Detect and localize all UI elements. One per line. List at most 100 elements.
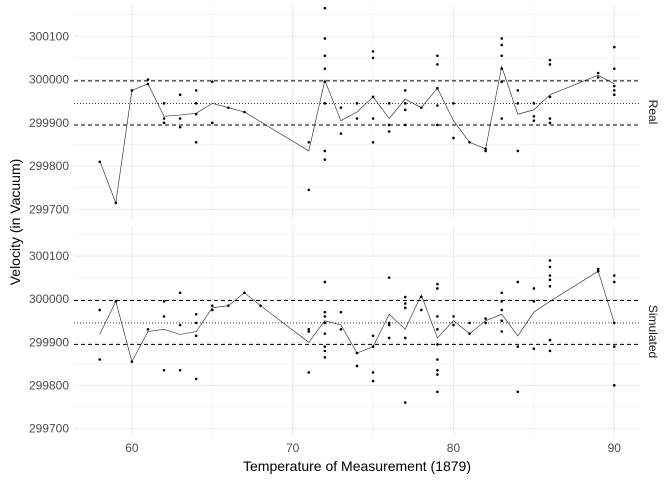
data-point [468,332,471,335]
data-point [468,140,471,144]
data-point [500,330,504,333]
data-point [323,6,327,10]
data-point [532,119,536,122]
series-line-simulated [99,270,615,363]
data-point [307,328,311,331]
data-point [194,89,198,92]
data-point [612,345,616,348]
data-point [403,123,407,127]
panel-simulated: 299700 299800 299900 300000 300100 Simulated [29,226,660,437]
data-point [339,106,343,109]
data-point [403,108,407,112]
data-point [596,269,600,273]
data-point [371,140,375,144]
data-point [403,102,407,105]
data-point [371,95,375,99]
data-point [114,300,118,303]
data-point [307,371,311,374]
data-point [387,336,391,340]
data-point [468,321,471,325]
data-point [387,123,391,127]
data-point [403,302,407,305]
data-point [436,287,439,290]
y-tick-label: 299800 [29,378,69,392]
x-axis-ticks: 60 70 80 90 [125,441,621,455]
data-point [516,89,520,92]
data-point [548,63,552,66]
data-point [484,317,487,320]
data-point [194,312,198,316]
data-point [403,306,407,310]
y-tick-label: 300100 [29,29,69,43]
x-tick-label: 90 [608,441,622,455]
data-point [162,300,166,303]
data-point [210,308,214,312]
data-point [612,384,616,387]
data-point [436,343,439,346]
data-point [371,334,375,338]
data-point [436,54,439,58]
data-point [387,321,391,325]
data-point [548,259,552,262]
x-tick-label: 70 [286,441,300,455]
y-tick-label: 300000 [29,73,69,87]
data-point [114,201,118,205]
data-point [436,328,439,331]
data-point [500,300,504,303]
data-point [452,315,455,318]
data-point [596,71,600,75]
y-tick-label: 299800 [29,159,69,173]
y-axis-title: Velocity (in Vacuum) [7,159,23,286]
data-point [227,106,230,109]
data-point [371,379,375,383]
data-point [532,300,536,303]
data-point [387,323,391,327]
data-point [162,315,166,318]
data-point [516,345,520,348]
x-tick-label: 80 [447,441,461,455]
x-tick-label: 60 [125,441,139,455]
data-point [146,78,150,81]
facet-strip-label: Real [646,100,660,125]
data-point [227,304,230,307]
data-point [371,50,375,53]
data-point [162,102,166,105]
data-point [307,330,311,333]
data-point [210,80,214,84]
data-point [436,373,439,376]
data-point [323,158,327,161]
data-point [323,102,327,105]
y-tick-label: 299900 [29,116,69,130]
data-point [532,102,536,105]
data-point [548,284,552,288]
data-point [98,308,102,312]
data-point [323,280,327,284]
data-point [339,328,343,331]
y-tick-label: 299700 [29,421,69,435]
data-point [323,67,327,71]
data-point [436,104,439,107]
data-point [130,89,134,92]
data-point [403,89,407,92]
data-point [500,291,504,295]
y-tick-label: 299900 [29,335,69,349]
data-point [484,149,487,153]
data-point [436,368,439,372]
data-point [452,323,455,327]
data-point [612,280,616,284]
data-point [323,321,327,325]
facet-strip-label: Simulated [646,305,660,358]
data-point [403,336,407,340]
series-line-real [99,65,615,205]
data-point [548,274,552,277]
data-point [323,356,327,359]
data-point [339,132,343,135]
y-tick-label: 300000 [29,292,69,306]
data-point [323,37,327,40]
data-point [500,80,504,84]
x-axis-title: Temperature of Measurement (1879) [243,458,471,474]
data-point [548,58,552,62]
data-point [194,140,198,144]
data-point [500,54,504,58]
